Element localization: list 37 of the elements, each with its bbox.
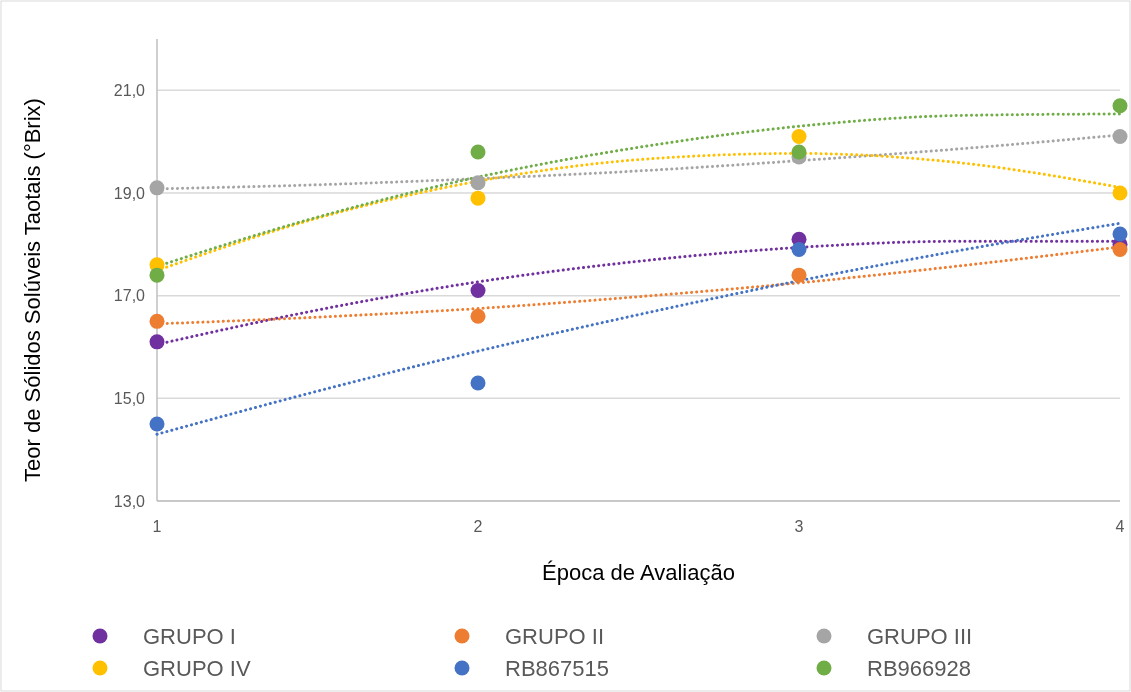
point: [470, 308, 486, 324]
point: [1112, 129, 1128, 145]
point: [1112, 226, 1128, 242]
y-tick-label: 15,0: [113, 389, 146, 407]
legend-label: RB867515: [505, 655, 609, 681]
y-tick-label: 21,0: [113, 81, 146, 99]
point: [149, 313, 165, 329]
legend-label: GRUPO I: [143, 623, 236, 649]
point: [149, 416, 165, 432]
point: [149, 180, 165, 196]
x-axis-title: Época de Avaliação: [542, 560, 735, 585]
x-tick-label: 4: [1115, 518, 1125, 535]
legend-label: GRUPO III: [867, 623, 973, 649]
point: [470, 144, 486, 160]
point: [149, 267, 165, 283]
point: [470, 283, 486, 299]
legend-label: RB966928: [867, 655, 971, 681]
point: [470, 175, 486, 191]
point: [1112, 185, 1128, 201]
point: [1112, 241, 1128, 257]
point: [791, 267, 807, 283]
point: [791, 241, 807, 257]
x-tick-label: 1: [152, 518, 162, 535]
point: [470, 375, 486, 391]
x-tick-label: 2: [473, 518, 483, 535]
legend-label: GRUPO IV: [143, 655, 251, 681]
x-tick-label: 3: [794, 518, 804, 535]
y-tick-label: 17,0: [113, 287, 146, 305]
point: [791, 129, 807, 145]
point: [470, 190, 486, 206]
point: [791, 144, 807, 160]
point: [1112, 98, 1128, 114]
legend-label: GRUPO II: [505, 623, 605, 649]
y-axis-title: Teor de Sólidos Solúveis Taotais (°Brix): [20, 98, 45, 482]
y-tick-label: 19,0: [113, 184, 146, 202]
point: [149, 334, 165, 350]
y-tick-label: 13,0: [113, 492, 146, 510]
